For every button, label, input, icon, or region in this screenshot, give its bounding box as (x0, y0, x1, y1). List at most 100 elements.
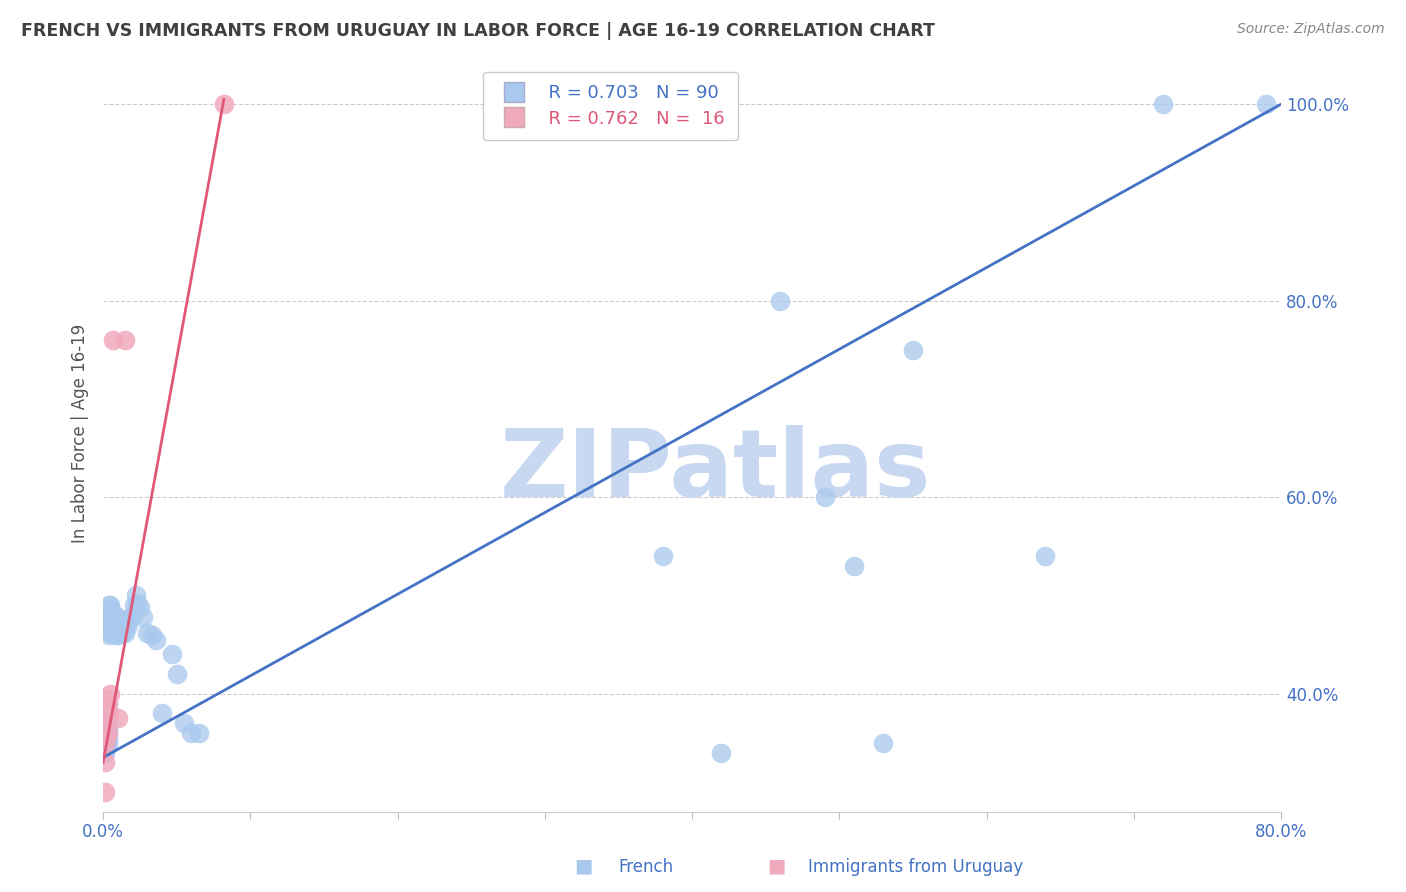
Point (115, 620, 138, 634)
Point (96, 704, 118, 718)
Point (112, 623, 135, 637)
Point (136, 625, 159, 640)
Point (129, 600, 152, 615)
Text: Immigrants from Uruguay: Immigrants from Uruguay (808, 858, 1024, 876)
Point (93, 785, 115, 799)
Point (100, 687, 122, 701)
Point (1152, 97, 1174, 112)
Y-axis label: In Labor Force | Age 16-19: In Labor Force | Age 16-19 (72, 324, 89, 543)
Point (98, 613, 121, 627)
Point (101, 606, 124, 620)
Point (101, 623, 124, 637)
Point (187, 726, 209, 740)
Point (842, 558, 865, 573)
Point (96, 733, 118, 747)
Point (813, 490, 835, 504)
Point (100, 615, 122, 630)
Point (121, 608, 143, 623)
Point (125, 596, 148, 610)
Point (212, 97, 235, 112)
Point (93, 716, 115, 731)
Point (93, 711, 115, 725)
Point (100, 620, 122, 634)
Point (101, 618, 124, 632)
Point (872, 736, 894, 750)
Point (114, 625, 136, 640)
Point (100, 610, 122, 624)
Point (93, 708, 115, 723)
Point (98, 628, 121, 642)
Point (180, 726, 202, 740)
Point (117, 615, 139, 630)
Point (93, 740, 115, 755)
Point (651, 549, 673, 563)
Point (901, 343, 924, 357)
Point (162, 648, 184, 662)
Point (94, 740, 117, 755)
Point (93, 723, 115, 738)
Point (96, 697, 118, 711)
Text: ■: ■ (766, 857, 786, 876)
Point (141, 628, 163, 642)
Point (769, 293, 792, 308)
Point (100, 604, 122, 618)
Point (94, 706, 117, 721)
Point (1256, 97, 1278, 112)
Point (145, 632, 167, 647)
Point (173, 716, 195, 731)
Point (96, 726, 118, 740)
Point (93, 691, 115, 706)
Point (122, 599, 145, 613)
Point (107, 711, 129, 725)
Point (94, 691, 117, 706)
Point (104, 615, 127, 630)
Point (94, 731, 117, 745)
Point (94, 711, 117, 725)
Point (1035, 549, 1057, 563)
Point (103, 620, 125, 634)
Point (94, 721, 117, 735)
Point (111, 618, 134, 632)
Point (93, 726, 115, 740)
Point (105, 620, 128, 634)
Point (96, 723, 118, 738)
Point (96, 708, 118, 723)
Text: ■: ■ (574, 857, 593, 876)
Point (93, 756, 115, 770)
Point (111, 625, 134, 640)
Point (104, 623, 127, 637)
Point (93, 718, 115, 732)
Point (98, 603, 121, 617)
Point (94, 736, 117, 750)
Point (124, 588, 146, 602)
Point (104, 608, 127, 623)
Point (132, 610, 155, 624)
Point (96, 714, 118, 728)
Point (107, 628, 129, 642)
Point (110, 620, 132, 634)
Point (93, 721, 115, 735)
Point (100, 625, 122, 640)
Point (93, 716, 115, 731)
Point (96, 698, 118, 713)
Legend:   R = 0.703   N = 90,   R = 0.762   N =  16: R = 0.703 N = 90, R = 0.762 N = 16 (484, 71, 738, 140)
Point (103, 625, 125, 640)
Point (98, 618, 121, 632)
Point (98, 706, 121, 721)
Point (103, 614, 125, 628)
Point (110, 613, 132, 627)
Point (94, 716, 117, 731)
Text: French: French (619, 858, 673, 876)
Point (166, 667, 188, 681)
Point (94, 731, 117, 745)
Point (710, 746, 733, 760)
Point (98, 599, 121, 613)
Text: ZIPatlas: ZIPatlas (501, 425, 931, 517)
Point (108, 615, 131, 630)
Point (100, 599, 122, 613)
Point (114, 333, 136, 347)
Point (93, 714, 115, 728)
Point (105, 628, 128, 642)
Point (103, 333, 125, 347)
Point (93, 736, 115, 750)
